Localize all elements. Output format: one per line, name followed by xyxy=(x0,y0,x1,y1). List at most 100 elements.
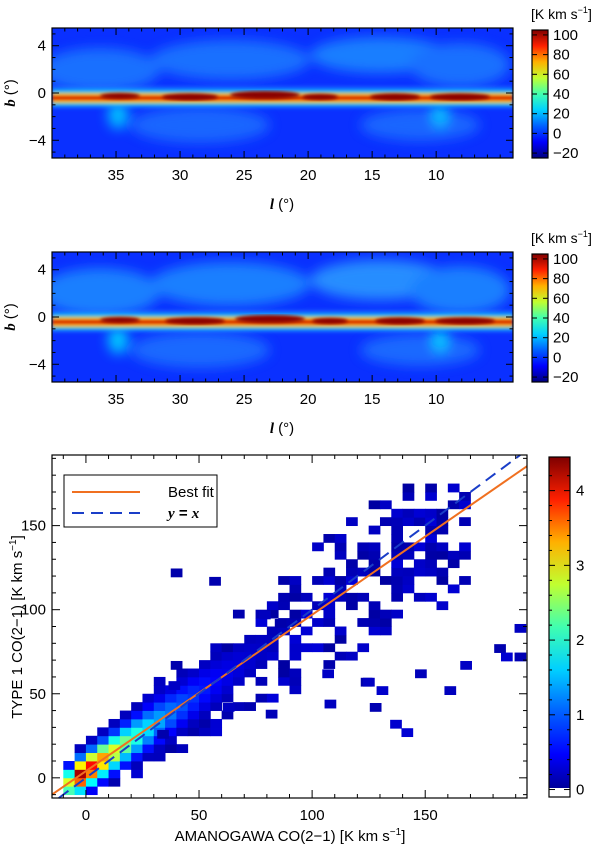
histogram-bin xyxy=(323,567,336,577)
colorbar-middle xyxy=(532,254,548,382)
histogram-bin xyxy=(425,550,437,560)
histogram-bin xyxy=(425,508,437,518)
histogram-bin xyxy=(334,651,347,661)
histogram-bin xyxy=(278,660,290,669)
histogram-bin xyxy=(131,702,143,711)
histogram-bin xyxy=(436,550,449,560)
histogram-bin xyxy=(142,744,155,754)
histogram-bin xyxy=(232,702,245,711)
histogram-bin xyxy=(312,618,324,627)
histogram-bin xyxy=(312,576,324,585)
histogram-bin xyxy=(131,718,143,728)
histogram-bin xyxy=(266,609,279,619)
histogram-bin xyxy=(221,660,234,669)
histogram-bin xyxy=(391,525,403,535)
histogram-bin xyxy=(447,550,460,560)
histogram-bin xyxy=(131,727,143,737)
histogram-bin xyxy=(289,584,302,594)
histogram-bin xyxy=(187,668,200,678)
histogram-bin xyxy=(142,702,155,711)
histogram-bin xyxy=(357,567,370,577)
identity-line xyxy=(58,454,521,799)
x-tick-label: 150 xyxy=(413,807,438,824)
histogram-bin xyxy=(289,634,302,644)
y-tick-label: −4 xyxy=(29,132,46,149)
x-tick-label: 20 xyxy=(300,391,317,408)
histogram-bin xyxy=(379,618,392,627)
histogram-bin xyxy=(334,626,347,636)
histogram-bin xyxy=(368,626,381,636)
histogram-bin xyxy=(300,626,313,636)
colorbar-tick-label: 1 xyxy=(576,707,584,724)
y-tick-label: 100 xyxy=(21,602,46,619)
histogram-bin xyxy=(391,534,403,543)
histogram-bin xyxy=(266,601,279,611)
histogram-bin xyxy=(266,693,279,703)
histogram-bin xyxy=(357,542,370,552)
histogram-bin xyxy=(425,491,437,501)
histogram-bin xyxy=(119,761,132,770)
histogram-bin xyxy=(346,601,358,611)
histogram-bin xyxy=(368,525,381,535)
intensity-map-middle xyxy=(52,252,513,382)
y-tick-label: 50 xyxy=(29,686,46,703)
colorbar-bottom xyxy=(549,457,570,797)
histogram-bin xyxy=(108,777,121,787)
y-axis-label-middle: b(°) xyxy=(2,303,19,331)
histogram-bin xyxy=(415,669,427,679)
histogram-bin xyxy=(289,668,302,678)
histogram-bin xyxy=(425,525,437,535)
histogram-bin xyxy=(142,693,155,703)
histogram-bin xyxy=(265,709,278,719)
histogram-bin xyxy=(459,500,471,510)
histogram-bin xyxy=(334,576,347,585)
histogram-bin xyxy=(119,710,132,720)
colorbar-tick-label: 100 xyxy=(553,27,578,44)
histogram-bin xyxy=(312,601,324,611)
histogram-bin xyxy=(108,761,121,770)
histogram-bin xyxy=(232,668,245,678)
histogram-bin xyxy=(210,643,223,653)
histogram-bin xyxy=(244,634,256,644)
histogram-bin xyxy=(494,644,506,653)
intensity-map-top xyxy=(52,28,513,158)
colorbar-tick-label: 2 xyxy=(576,632,584,649)
x-tick-label: 10 xyxy=(428,167,445,184)
histogram-bin xyxy=(391,609,403,619)
histogram-bin xyxy=(142,727,155,737)
histogram-bin xyxy=(323,592,336,602)
y-tick-label: 4 xyxy=(38,262,46,279)
histogram-bin xyxy=(157,729,169,739)
colorbar-tick-label: 0 xyxy=(553,349,561,366)
histogram-bin xyxy=(346,559,358,569)
histogram-bin xyxy=(153,744,166,754)
histogram-bin xyxy=(266,651,279,661)
histogram-bin xyxy=(357,550,370,560)
histogram-bin xyxy=(425,567,437,577)
y-tick-label: −4 xyxy=(29,356,46,373)
histogram-bin xyxy=(165,735,177,745)
histogram-bin xyxy=(210,693,223,703)
y-axis-label-top: b(°) xyxy=(2,79,19,107)
histogram-bin xyxy=(402,508,415,518)
histogram-bin xyxy=(244,660,256,669)
histogram-bin xyxy=(74,761,87,770)
histogram-bin xyxy=(187,710,200,720)
histogram-bin xyxy=(323,609,336,619)
histogram-bin xyxy=(153,752,166,762)
histogram-bin xyxy=(368,500,381,510)
histogram-bin xyxy=(391,559,403,569)
histogram-bin xyxy=(346,567,358,577)
histogram-bin xyxy=(108,744,121,754)
histogram-bin xyxy=(278,676,290,686)
histogram-bin xyxy=(142,735,155,745)
best-fit-line xyxy=(51,465,528,796)
x-tick-label: 0 xyxy=(82,807,90,824)
colorbar-tick-label: 0 xyxy=(576,782,584,799)
histogram-bin xyxy=(334,534,347,543)
histogram-bin xyxy=(199,668,211,678)
histogram-bin xyxy=(379,576,392,585)
histogram-bin xyxy=(447,559,460,569)
histogram-bin xyxy=(221,651,234,661)
histogram-bin xyxy=(346,651,358,661)
